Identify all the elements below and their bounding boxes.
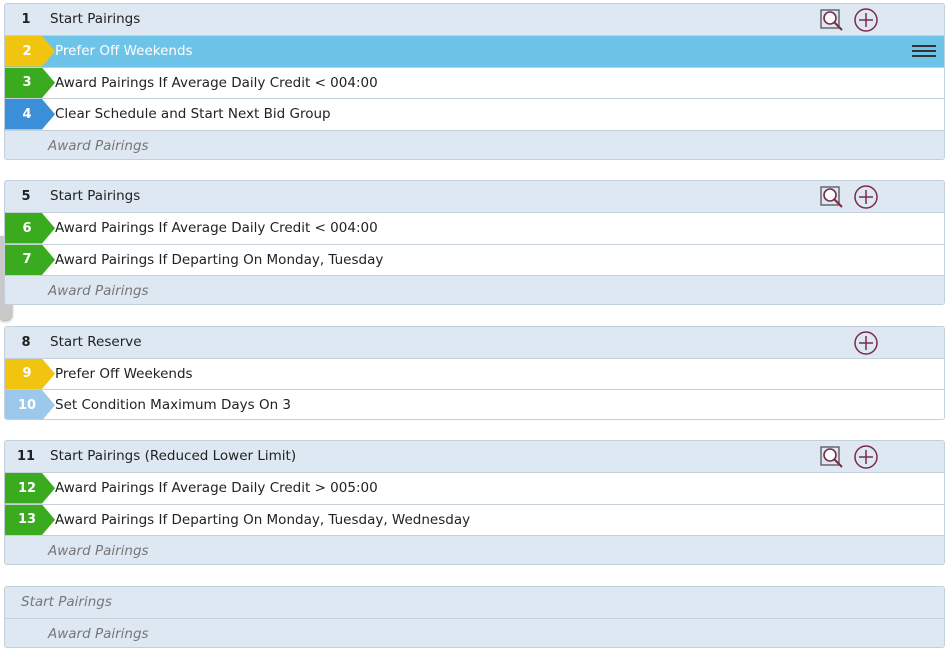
group-title: Start Reserve [50,333,142,350]
rule-number: 13 [5,504,55,535]
rule-label: Award Pairings If Average Daily Credit >… [55,480,378,496]
rule-group: 5 Start Pairings 6 Award Pairings If Averag… [4,180,945,305]
rule-label: Prefer Off Weekends [55,365,193,382]
rule-number: 7 [5,244,55,275]
group-title: Start Pairings [50,11,141,27]
rule-number: 4 [5,99,55,130]
add-icon[interactable] [853,184,879,214]
search-icon[interactable] [819,184,845,214]
rule-number: 6 [5,213,55,244]
footer-text: Award Pairings [48,283,149,299]
rule-number: 2 [5,36,55,67]
rule-label: Clear Schedule and Start Next Bid Group [55,106,331,122]
add-icon[interactable] [853,330,879,360]
rule-number: 10 [5,390,55,419]
group-header[interactable]: 1 Start Pairings [5,4,944,35]
group-number: 5 [21,189,31,204]
rule-label: Award Pairings If Departing On Monday, T… [55,511,471,528]
rule-group: 8 Start Reserve 9 Prefer Off Weekends 10 Set … [4,325,945,420]
group-footer[interactable]: Award Pairings [5,617,944,647]
group-footer[interactable]: Award Pairings [5,275,944,304]
group-header[interactable]: 8 Start Reserve [5,326,944,360]
search-icon[interactable] [819,444,845,474]
footer-text: Award Pairings [48,625,149,642]
group-number: 8 [21,334,31,350]
rule-group: 1 Start Pairings 2 Prefer Off Weekends 3 Awar… [4,3,945,160]
group-footer[interactable]: Award Pairings [5,129,944,159]
rule-row[interactable]: 3 Award Pairings If Average Daily Credit … [5,66,944,98]
rule-row[interactable]: 9 Prefer Off Weekends [5,357,944,389]
rule-row[interactable]: 13 Award Pairings If Departing On Monday,… [5,503,944,535]
footer-text: Award Pairings [48,137,149,154]
group-number: 1 [21,12,31,27]
rule-group: 11 Start Pairings (Reduced Lower Limit) 12… [4,440,945,565]
group-footer[interactable]: Award Pairings [5,535,944,564]
group-header[interactable]: 11 Start Pairings (Reduced Lower Limit) [5,441,944,472]
add-icon[interactable] [853,7,879,37]
rule-row[interactable]: 7 Award Pairings If Departing On Monday, … [5,243,944,275]
group-title: Start Pairings [50,188,141,204]
placeholder-text: Start Pairings [21,593,112,610]
rule-label: Award Pairings If Departing On Monday, T… [55,251,384,268]
rule-row[interactable]: 10 Set Condition Maximum Days On 3 [5,389,944,419]
rule-row[interactable]: 12 Award Pairings If Average Daily Credit… [5,472,944,504]
rule-number: 3 [5,67,55,98]
rule-group: Start Pairings Award Pairings [4,585,945,648]
rule-label: Award Pairings If Average Daily Credit <… [55,74,378,91]
rule-row[interactable]: 4 Clear Schedule and Start Next Bid Group [5,98,944,130]
rule-number: 9 [5,358,55,389]
rule-number: 12 [5,473,55,504]
rule-label: Set Condition Maximum Days On 3 [55,397,292,413]
group-number: 11 [16,449,36,464]
group-title: Start Pairings (Reduced Lower Limit) [50,448,297,464]
footer-text: Award Pairings [48,543,149,559]
rule-label: Prefer Off Weekends [55,43,193,59]
add-icon[interactable] [853,444,879,474]
group-header[interactable]: 5 Start Pairings [5,181,944,212]
group-header[interactable]: Start Pairings [5,586,944,618]
menu-icon[interactable] [911,38,937,68]
rule-row[interactable]: 6 Award Pairings If Average Daily Credit … [5,212,944,244]
rule-label: Award Pairings If Average Daily Credit <… [55,220,378,236]
search-icon[interactable] [819,7,845,37]
rule-row[interactable]: 2 Prefer Off Weekends [5,35,944,67]
